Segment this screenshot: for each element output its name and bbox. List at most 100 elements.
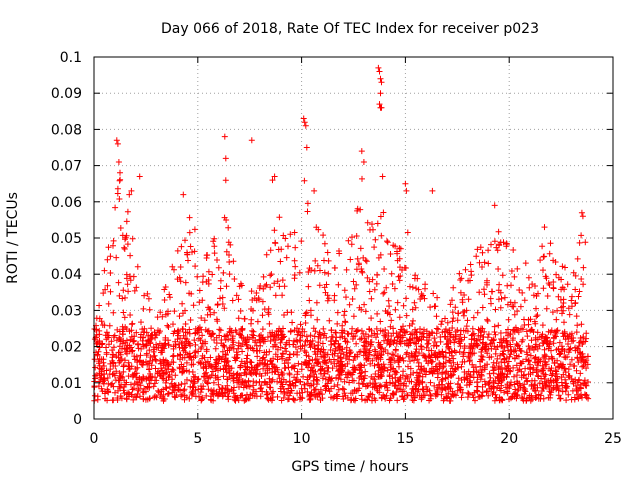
data-point [380, 361, 387, 368]
data-point [120, 309, 127, 316]
data-point [524, 333, 531, 340]
data-point [470, 314, 477, 321]
data-point [219, 393, 226, 400]
data-point [576, 239, 583, 246]
data-point [313, 359, 320, 366]
data-point [252, 339, 259, 346]
data-point [240, 335, 247, 342]
data-point [368, 339, 375, 345]
data-point [133, 284, 140, 291]
data-point [213, 340, 220, 346]
data-point [510, 364, 517, 371]
data-point [494, 247, 501, 254]
data-point [572, 300, 579, 307]
data-point [340, 386, 347, 393]
data-point [211, 309, 218, 316]
data-point [369, 276, 376, 283]
data-point [403, 351, 410, 358]
data-point [434, 294, 441, 301]
data-point [342, 318, 348, 325]
data-point [583, 382, 590, 389]
data-point [290, 396, 297, 403]
data-point [403, 187, 410, 194]
data-point [324, 297, 331, 304]
data-point [490, 389, 497, 396]
data-point [411, 357, 417, 364]
data-point [301, 328, 308, 335]
data-point [279, 292, 286, 299]
data-point [110, 397, 117, 404]
data-point [211, 250, 218, 257]
data-point [527, 352, 534, 359]
data-point [494, 384, 501, 391]
data-point [526, 346, 533, 353]
data-point [575, 293, 582, 300]
data-point [479, 354, 486, 360]
data-point [506, 353, 513, 360]
data-point [560, 371, 567, 378]
data-point [518, 338, 525, 345]
data-point [267, 247, 274, 254]
data-point [372, 380, 379, 387]
data-point [411, 394, 418, 400]
data-point [493, 394, 500, 401]
data-point [176, 274, 183, 281]
data-point [363, 338, 370, 345]
data-point [106, 341, 112, 348]
data-point [496, 241, 503, 248]
data-point [305, 269, 312, 275]
data-point [358, 392, 365, 399]
data-point [560, 296, 567, 303]
data-point [134, 391, 141, 397]
data-point [573, 382, 579, 389]
data-point [109, 354, 116, 361]
data-point [459, 296, 466, 303]
data-point [486, 370, 493, 377]
data-point [373, 334, 379, 341]
data-point [491, 323, 498, 330]
data-point [342, 355, 349, 362]
data-point [165, 390, 172, 397]
data-point [577, 350, 584, 356]
data-point [268, 378, 275, 385]
data-point [261, 357, 268, 363]
data-point [564, 332, 571, 339]
data-point [206, 306, 213, 313]
data-point [244, 352, 251, 359]
data-point [315, 390, 322, 397]
data-point [107, 366, 114, 373]
data-point [253, 379, 260, 386]
data-point [257, 393, 264, 400]
data-point [439, 371, 446, 377]
data-point [210, 391, 217, 398]
data-point [390, 365, 397, 372]
data-point [396, 314, 403, 321]
data-point [272, 351, 279, 358]
data-point [448, 372, 455, 379]
data-point [324, 380, 331, 387]
data-point [239, 341, 246, 347]
data-point [368, 332, 375, 339]
data-point [495, 322, 502, 329]
data-point [245, 345, 251, 352]
data-point [527, 327, 534, 334]
data-point [476, 259, 483, 266]
data-point [355, 261, 362, 268]
data-point [574, 322, 581, 329]
data-point [356, 362, 362, 369]
data-point [312, 345, 318, 352]
data-point [550, 384, 557, 391]
data-point [227, 241, 234, 248]
data-point [337, 350, 344, 357]
data-point [554, 327, 561, 334]
data-point [427, 379, 434, 386]
data-point [443, 354, 449, 361]
data-point [312, 351, 319, 358]
data-point [121, 314, 128, 321]
data-point [477, 336, 483, 343]
data-point [126, 191, 133, 198]
data-point [539, 322, 546, 329]
data-point [570, 362, 577, 369]
data-point [305, 283, 312, 290]
data-point [239, 325, 246, 332]
